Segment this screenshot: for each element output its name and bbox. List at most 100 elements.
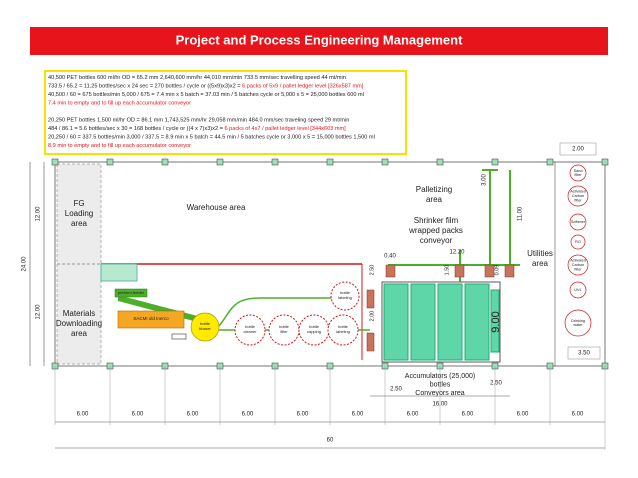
- machine-label: bottle: [338, 324, 349, 329]
- dimension-label: 60: [327, 438, 334, 444]
- area-label: conveyor: [420, 236, 453, 245]
- dimension-label: 12.00: [36, 206, 42, 222]
- machine-label: bottle: [309, 324, 320, 329]
- utility-label: Drinking: [571, 319, 585, 323]
- note-segment: 6 packs of 4x7 / pallet ledger level [34…: [224, 126, 346, 132]
- note-line: 20,250 / 60 = 337.5 bottles/min 3,000 / …: [48, 135, 375, 141]
- utility-label: filter: [574, 267, 582, 271]
- cleaner-machine: [234, 314, 266, 346]
- note-segment: 20,250 / 60 = 337.5 bottles/min 3,000 / …: [48, 135, 375, 141]
- column-marker: [216, 158, 224, 166]
- note-segment: 733.5 / 65.2 = 11.25 bottles/sec x 24 se…: [48, 84, 242, 90]
- note-segment: 484 / 86.1 = 5.6 bottles/sec x 30 = 168 …: [48, 126, 224, 132]
- area-label: wrapped packs: [408, 226, 463, 235]
- machine-label: labeling: [336, 329, 350, 334]
- header-bar: [30, 27, 608, 55]
- dimension-label: 6.00: [572, 412, 584, 418]
- column-marker: [106, 158, 114, 166]
- area-label: Palletizing: [416, 185, 452, 194]
- dimension-label: 6.00: [132, 412, 144, 418]
- dimension-label: 6.00: [242, 412, 254, 418]
- utility-label: water: [573, 323, 583, 327]
- utility-unit: [567, 185, 589, 207]
- shrink-tunnel: [454, 264, 465, 278]
- machine-label: SACMI old Inerco: [133, 316, 169, 321]
- note-segment: 40,500 / 60 = 675 bottles/min 5,000 / 67…: [48, 92, 364, 98]
- area-label: FG: [73, 199, 84, 208]
- dimension-label: 6.00: [297, 412, 309, 418]
- dimension-label: 12.20: [449, 250, 465, 256]
- area-label: Downloading: [56, 319, 102, 328]
- machine-label: cleaner: [243, 329, 257, 334]
- transfer-unit: [366, 289, 375, 309]
- utility-label: Sand: [574, 169, 583, 173]
- area-label: Shrinker film: [414, 216, 459, 225]
- column-marker: [51, 158, 59, 166]
- header-title: Project and Process Engineering Manageme…: [176, 32, 463, 47]
- area-label: area: [71, 329, 88, 338]
- note-line: 40,500 PET bottles 600 ml/hr OD = 65.2 m…: [48, 75, 346, 81]
- utility-label: Activated: [570, 190, 586, 194]
- note-segment: 8.9 min to empty and to fill up each acc…: [48, 143, 191, 149]
- utility-label: Activated: [570, 259, 586, 263]
- notes-box: [44, 70, 407, 155]
- area-label: bottles: [430, 381, 451, 388]
- utility-label: Carbon: [572, 194, 584, 198]
- note-segment: 20,250 PET bottles 1,500 ml/hr OD = 86.1…: [48, 118, 349, 124]
- dimension-label: 2.00: [369, 311, 375, 322]
- labeling-machine: [327, 314, 359, 346]
- column-marker: [546, 158, 554, 166]
- column-marker: [381, 158, 389, 166]
- accumulator: [383, 283, 409, 361]
- accumulator: [437, 283, 463, 361]
- dimension-box: [559, 142, 597, 156]
- accumulator: [410, 283, 436, 361]
- column-marker: [271, 158, 279, 166]
- area-label: Warehouse area: [187, 203, 246, 212]
- utility-unit: [569, 281, 587, 299]
- utility-label: filter: [574, 173, 582, 177]
- note-segment: 7.4 min to empty and to fill up each acc…: [48, 101, 191, 107]
- shrink-tunnel: [504, 264, 515, 278]
- dimension-label: 24.00: [22, 256, 28, 272]
- dimension-label: 9.00: [490, 311, 502, 332]
- dimension-label: 2.50: [490, 381, 502, 387]
- dimension-label: 6.00: [352, 412, 364, 418]
- column-marker: [326, 158, 334, 166]
- area-label: Materials: [63, 309, 95, 318]
- utility-label: Carbon: [572, 263, 584, 267]
- area-label: area: [71, 219, 88, 228]
- area-label: Loading: [65, 209, 93, 218]
- machine-label: bottle: [245, 324, 256, 329]
- note-segment: 40,500 PET bottles 600 ml/hr OD = 65.2 m…: [48, 75, 346, 81]
- dimension-label: 0.09: [494, 265, 500, 276]
- area-label: area: [426, 195, 443, 204]
- machine-label: blower: [199, 326, 211, 331]
- dimension-label: 0.40: [384, 254, 396, 260]
- dimension-label: 3.00: [482, 174, 488, 186]
- column-marker: [491, 158, 499, 166]
- dimension-label: 3.50: [578, 351, 590, 357]
- utility-unit: [564, 309, 592, 337]
- shrink-tunnel: [484, 264, 495, 278]
- machine-label: preform feeder: [118, 290, 145, 295]
- sacmi-panel: [171, 333, 187, 340]
- column-marker: [601, 158, 609, 166]
- area-label: Utilities: [527, 249, 553, 258]
- machine-label: bottle: [279, 324, 290, 329]
- note-line: 40,500 / 60 = 675 bottles/min 5,000 / 67…: [48, 92, 364, 98]
- preform-hopper: [100, 263, 138, 282]
- accumulator-frame: [381, 281, 501, 363]
- dimension-label: 6.00: [77, 412, 89, 418]
- utility-label: Softener: [571, 220, 586, 224]
- dimension-label: 2.00: [572, 147, 584, 153]
- dimension-label: 12.00: [36, 304, 42, 320]
- note-line: 484 / 86.1 = 5.6 bottles/sec x 30 = 168 …: [48, 126, 346, 132]
- accumulator: [464, 283, 490, 361]
- dynamic-layer: 40,500 PET bottles 600 ml/hr OD = 65.2 m…: [22, 75, 609, 450]
- labeling-machine-2: [330, 281, 360, 311]
- machine-label: filler: [280, 329, 288, 334]
- note-segment: 6 packs of 5x9 / pallet ledger level [32…: [242, 84, 364, 90]
- preform-feeder-box: [114, 288, 148, 298]
